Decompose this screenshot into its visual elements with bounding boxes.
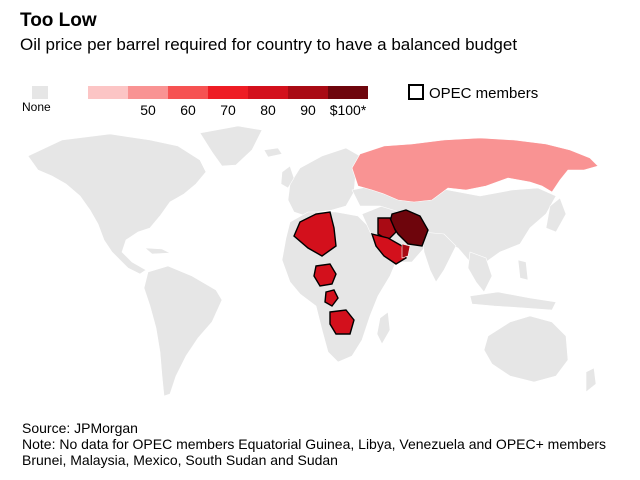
legend-bin-1 <box>128 86 168 99</box>
country-iraq <box>377 217 397 241</box>
legend-tick-5: 90 <box>300 102 316 118</box>
land-iceland <box>263 147 283 158</box>
country-oman <box>401 243 411 259</box>
legend-bin-2 <box>168 86 208 99</box>
legend-bin-6 <box>328 86 368 99</box>
legend-tick-6: $100* <box>329 102 367 118</box>
land-north-america <box>27 133 207 275</box>
country-angola <box>329 309 355 335</box>
land-europe <box>287 147 361 217</box>
footnote: Note: No data for OPEC members Equatoria… <box>22 436 607 468</box>
chart-title: Too Low <box>20 10 97 31</box>
legend-none-swatch <box>32 86 48 99</box>
land-new-zealand <box>585 367 597 393</box>
land-indonesia <box>469 291 557 311</box>
legend-bin-5 <box>288 86 328 99</box>
land-southeast-asia <box>467 251 493 293</box>
legend-bin-3 <box>208 86 248 99</box>
highlighted-countries <box>293 137 599 335</box>
country-russia-kazakhstan <box>351 137 599 203</box>
country-saudi-arabia <box>370 233 407 265</box>
legend-tick-2: 60 <box>180 102 196 118</box>
legend-opec-swatch <box>408 84 424 100</box>
land-caribbean <box>144 247 172 255</box>
legend-opec-label: OPEC members <box>429 85 539 102</box>
country-algeria <box>293 211 337 257</box>
land-philippines <box>517 259 529 281</box>
land-uk <box>280 165 295 189</box>
land-madagascar <box>376 311 391 345</box>
country-nigeria <box>313 263 337 287</box>
chart-subtitle: Oil price per barrel required for countr… <box>20 35 518 54</box>
land-australia <box>483 315 569 383</box>
legend-tick-1: 50 <box>140 102 156 118</box>
land-india <box>421 231 457 283</box>
legend-bin-0 <box>88 86 128 99</box>
land-japan <box>545 197 567 233</box>
legend-bin-4 <box>248 86 288 99</box>
country-gabon <box>324 289 339 307</box>
legend-tick-3: 70 <box>220 102 236 118</box>
legend-tick-4: 80 <box>260 102 276 118</box>
land-greenland <box>199 125 263 167</box>
legend-color-scale <box>88 86 368 99</box>
land-south-america <box>143 265 223 397</box>
world-map <box>27 125 599 397</box>
legend-none-label: None <box>22 100 51 114</box>
source-note: Source: JPMorgan <box>22 420 138 436</box>
